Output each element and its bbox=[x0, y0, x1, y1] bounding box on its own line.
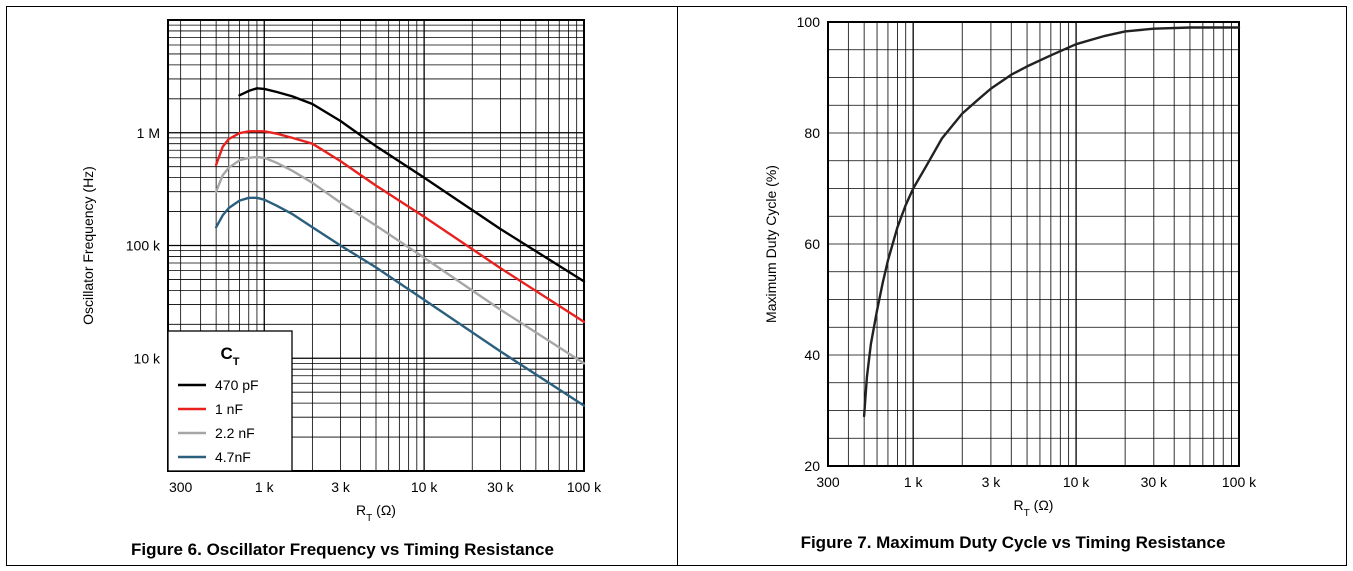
y-tick-label: 80 bbox=[804, 125, 820, 141]
x-tick-label: 100 k bbox=[567, 479, 602, 495]
x-tick-label: 30 k bbox=[1141, 474, 1168, 490]
x-tick-label: 300 bbox=[169, 479, 193, 495]
legend-label: 470 pF bbox=[215, 377, 259, 393]
legend-label: 1 nF bbox=[215, 401, 243, 417]
legend-label: 2.2 nF bbox=[215, 425, 255, 441]
x-tick-label: 10 k bbox=[1063, 474, 1090, 490]
y-axis-label: Oscillator Frequency (Hz) bbox=[80, 166, 96, 325]
series-line-1-nf bbox=[214, 130, 586, 324]
legend-box bbox=[167, 330, 293, 472]
series-line-2-2-nf bbox=[214, 155, 586, 365]
legend-label: 4.7nF bbox=[215, 449, 251, 465]
y-tick-label: 100 bbox=[797, 14, 821, 30]
x-axis-label: RT (Ω) bbox=[1014, 497, 1054, 519]
series-line-470-pf bbox=[238, 87, 586, 283]
figure-6-caption: Figure 6. Oscillator Frequency vs Timing… bbox=[131, 540, 554, 559]
duty-cycle-chart: 300 1 k 3 k 10 k 30 k 100 k 20 40 60 80 100 RT (Ω) M… bbox=[763, 14, 1257, 519]
figure-6-panel: 300 1 k 3 k 10 k 30 k 100 k 10 k 100 k 1 M RT (Ω)… bbox=[6, 6, 677, 566]
oscillator-frequency-chart: 300 1 k 3 k 10 k 30 k 100 k 10 k 100 k 1 M RT (Ω)… bbox=[80, 19, 602, 524]
grid bbox=[168, 20, 585, 472]
figure-7-panel: 300 1 k 3 k 10 k 30 k 100 k 20 40 60 80 100 RT (Ω) M… bbox=[677, 6, 1347, 566]
x-tick-label: 10 k bbox=[411, 479, 438, 495]
x-tick-label: 1 k bbox=[904, 474, 924, 490]
x-tick-label: 30 k bbox=[487, 479, 514, 495]
plot-frame bbox=[827, 21, 1240, 467]
series-line-4-7nf bbox=[214, 196, 586, 407]
x-tick-label: 3 k bbox=[331, 479, 351, 495]
y-tick-label: 20 bbox=[804, 458, 820, 474]
series-line-duty-cycle bbox=[862, 26, 1241, 418]
plot-frame bbox=[167, 19, 585, 472]
y-tick-label: 1 M bbox=[137, 125, 160, 141]
y-tick-label: 60 bbox=[804, 236, 820, 252]
y-axis-label: Maximum Duty Cycle (%) bbox=[763, 165, 779, 323]
x-tick-label: 100 k bbox=[1222, 474, 1257, 490]
grid bbox=[827, 21, 1240, 467]
x-tick-label: 1 k bbox=[255, 479, 275, 495]
y-tick-label: 10 k bbox=[134, 350, 161, 366]
x-tick-label: 3 k bbox=[982, 474, 1002, 490]
x-tick-label: 300 bbox=[816, 474, 840, 490]
figure-7-caption: Figure 7. Maximum Duty Cycle vs Timing R… bbox=[800, 533, 1226, 552]
x-axis-label: RT (Ω) bbox=[356, 502, 396, 524]
y-tick-label: 100 k bbox=[126, 238, 161, 254]
y-tick-label: 40 bbox=[804, 347, 820, 363]
